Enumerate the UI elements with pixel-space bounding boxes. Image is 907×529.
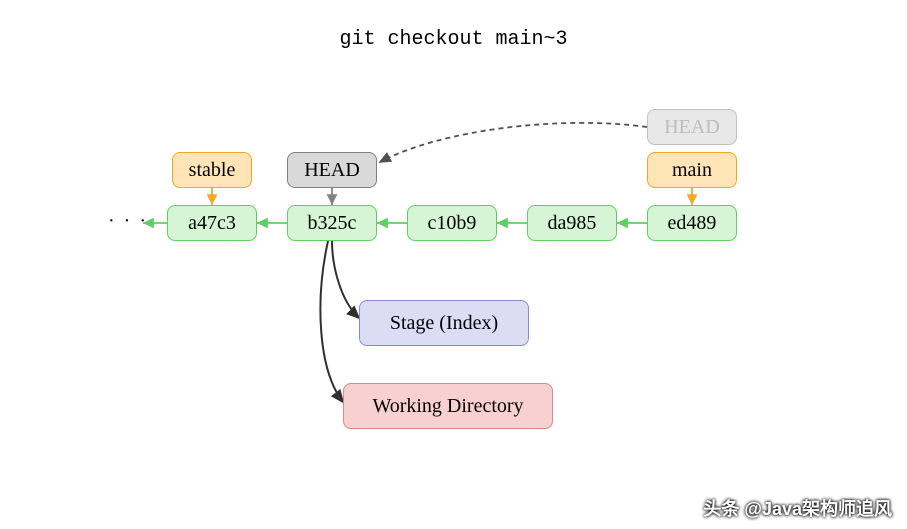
commit-b325c: b325c (287, 205, 377, 241)
watermark: 头条 @Java架构师追风 (703, 495, 892, 521)
commit-a47c3: a47c3 (167, 205, 257, 241)
working-directory-box: Working Directory (343, 383, 553, 429)
branch-stable: stable (172, 152, 252, 188)
commit-c10b9: c10b9 (407, 205, 497, 241)
diagram-title: git checkout main~3 (0, 28, 907, 51)
commit-da985: da985 (527, 205, 617, 241)
stage-box: Stage (Index) (359, 300, 529, 346)
head-label: HEAD (287, 152, 377, 188)
branch-main: main (647, 152, 737, 188)
ellipsis: · · · (108, 210, 148, 233)
head-ghost-label: HEAD (647, 109, 737, 145)
commit-ed489: ed489 (647, 205, 737, 241)
arrows-layer (0, 0, 907, 529)
